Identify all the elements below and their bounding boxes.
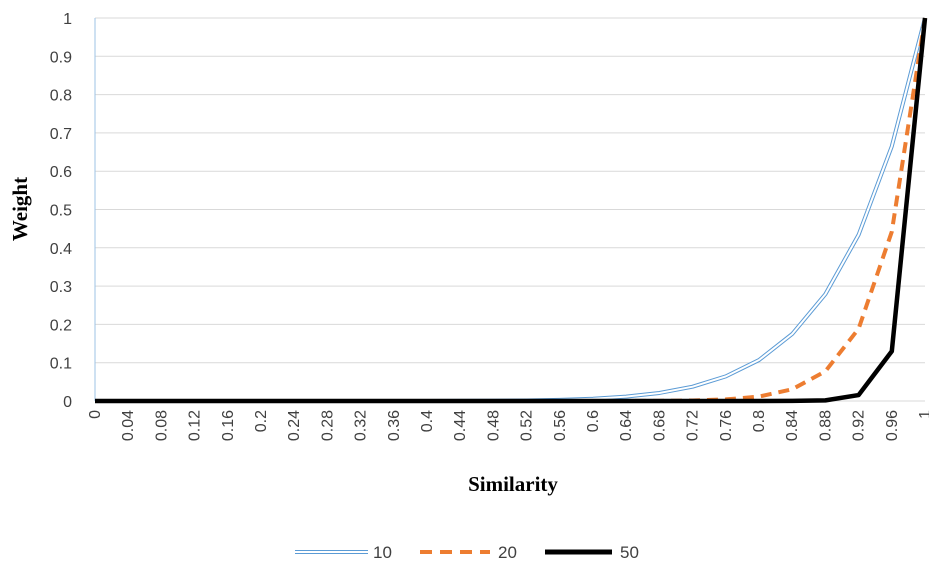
x-tick-labels: 0 0.04 0.08 0.12 0.16 0.2 0.24 0.28 0.32 0.36 0.4 0…	[87, 410, 929, 441]
legend: 10 20 50	[295, 543, 639, 562]
y-tick-label: 0.3	[50, 279, 72, 296]
x-tick-label: 0.28	[319, 410, 336, 441]
x-tick-label: 0.48	[485, 410, 502, 441]
x-tick-label: 0.64	[618, 410, 635, 441]
series-50-line	[95, 17, 928, 404]
x-tick-label: 1	[917, 410, 929, 419]
y-tick-label: 0.4	[50, 241, 72, 258]
x-tick-label: 0.36	[386, 410, 403, 441]
x-tick-label: 0.52	[519, 410, 536, 441]
x-tick-label: 0.56	[552, 410, 569, 441]
legend-label-50: 50	[620, 543, 639, 562]
y-tick-label: 0.7	[50, 126, 72, 143]
x-tick-label: 0.04	[120, 410, 137, 441]
x-tick-label: 0.72	[685, 410, 702, 441]
gridlines	[94, 17, 925, 402]
x-tick-label: 0.16	[220, 410, 237, 441]
y-tick-label: 0.1	[50, 356, 72, 373]
x-tick-label: 0.08	[153, 410, 170, 441]
x-tick-label: 0.12	[187, 410, 204, 441]
series-lines	[95, 17, 928, 404]
y-axis-title: Weight	[8, 177, 32, 241]
x-tick-label: 0.4	[419, 410, 436, 432]
legend-label-20: 20	[498, 543, 517, 562]
x-tick-label: 0.8	[751, 410, 768, 432]
y-tick-label: 0.2	[50, 317, 72, 334]
x-tick-label: 0.32	[353, 410, 370, 441]
x-axis-title: Similarity	[468, 472, 558, 496]
legend-label-10: 10	[373, 543, 392, 562]
x-tick-label: 0.44	[452, 410, 469, 441]
x-tick-label: 0.24	[286, 410, 303, 441]
y-tick-label: 1	[63, 11, 72, 28]
x-tick-label: 0.92	[851, 410, 868, 441]
x-tick-label: 0.68	[651, 410, 668, 441]
x-tick-label: 0.88	[817, 410, 834, 441]
y-tick-label: 0.5	[50, 203, 72, 220]
x-tick-label: 0.84	[784, 410, 801, 441]
x-tick-label: 0	[87, 410, 104, 419]
y-tick-label: 0.9	[50, 49, 72, 66]
y-tick-label: 0.8	[50, 88, 72, 105]
x-tick-label: 0.2	[253, 410, 270, 432]
y-tick-label: 0	[63, 394, 72, 411]
x-tick-label: 0.96	[884, 410, 901, 441]
y-tick-label: 0.6	[50, 164, 72, 181]
x-tick-label: 0.76	[718, 410, 735, 441]
x-tick-label: 0.6	[585, 410, 602, 432]
y-tick-labels: 0 0.1 0.2 0.3 0.4 0.5 0.6 0.7 0.8 0.9 1	[50, 11, 72, 411]
